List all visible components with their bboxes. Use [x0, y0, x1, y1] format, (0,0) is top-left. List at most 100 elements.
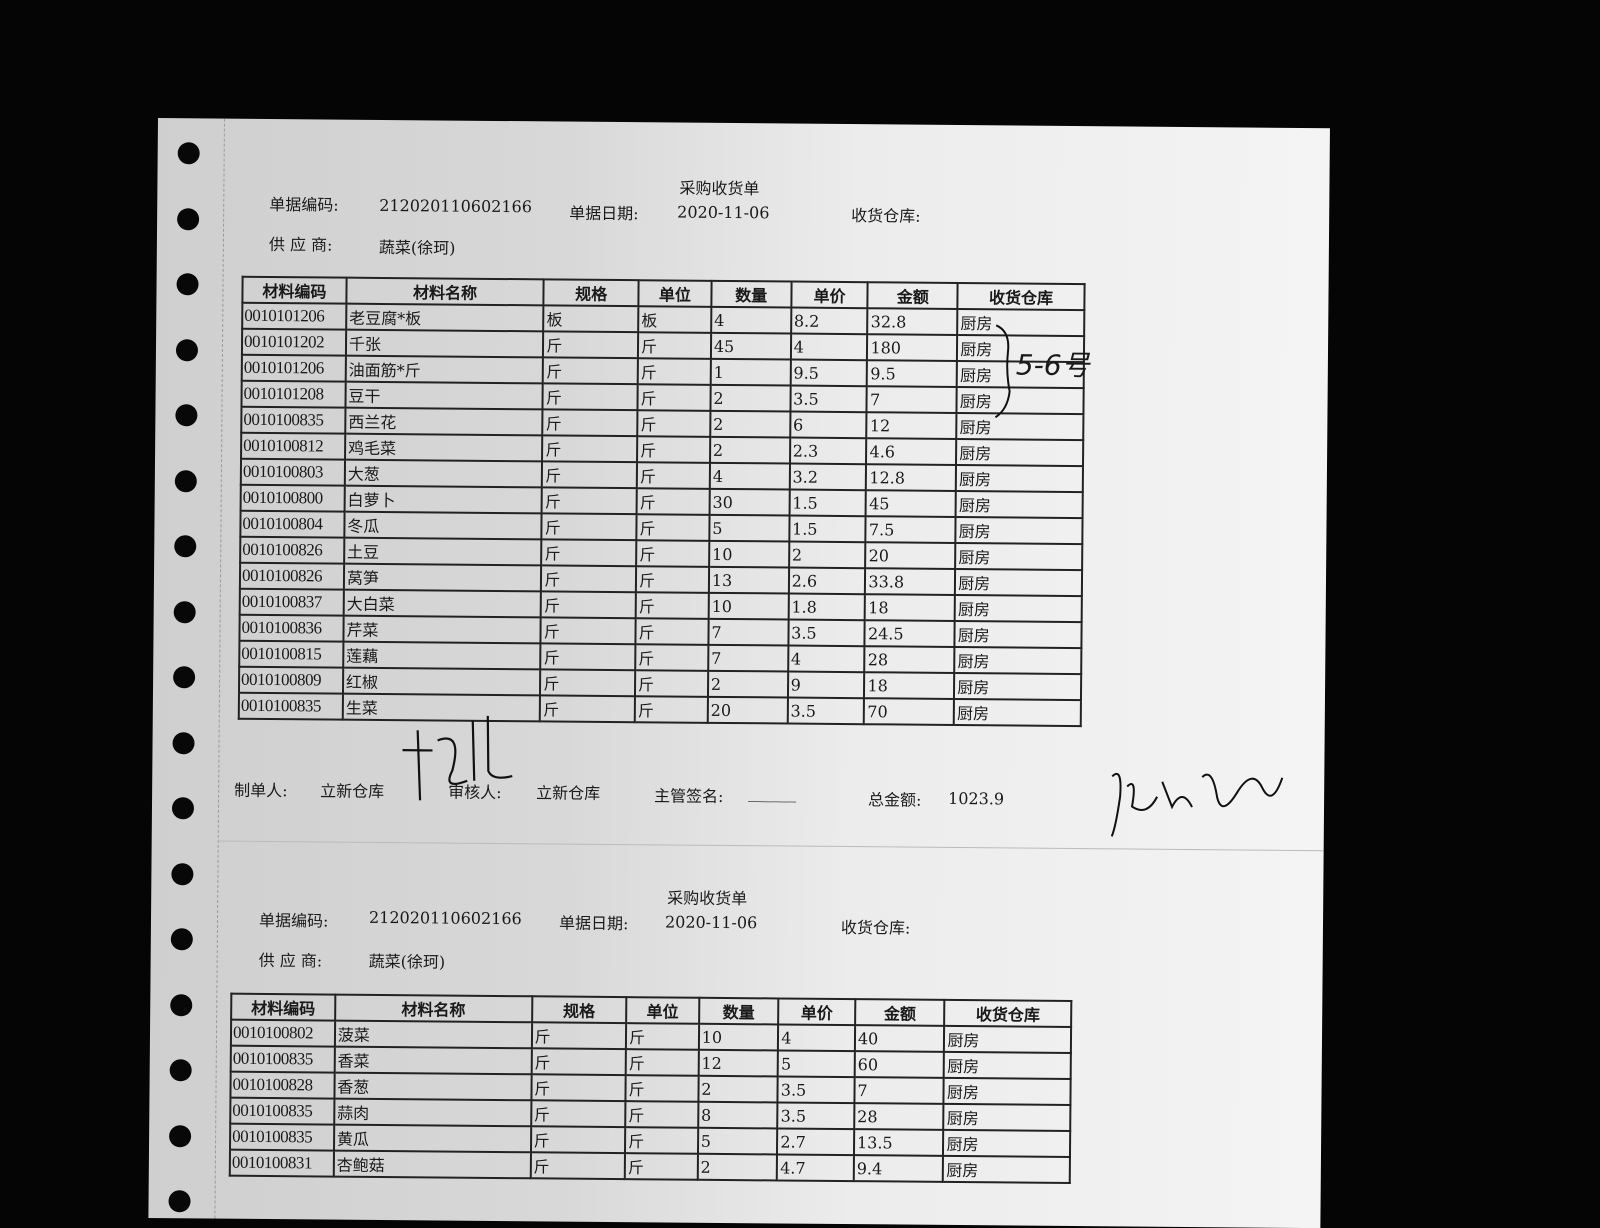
cell-warehouse: 厨房 [955, 490, 1083, 519]
handwritten-note: 5-6号 [1015, 348, 1090, 383]
feed-hole [170, 993, 193, 1016]
cell-unit: 斤 [635, 592, 709, 619]
supplier: 蔬菜(徐珂) [368, 951, 446, 972]
cell-quantity: 20 [707, 696, 788, 724]
cell-warehouse: 厨房 [943, 1155, 1070, 1183]
feed-hole [171, 862, 194, 885]
cell-material-code: 0010100837 [239, 588, 344, 616]
date-label: 单据日期: [558, 913, 629, 934]
cell-amount: 60 [854, 1051, 945, 1078]
date: 2020-11-06 [677, 202, 770, 223]
cell-spec: 斤 [530, 1126, 626, 1154]
feed-hole [169, 1059, 192, 1082]
cell-warehouse: 厨房 [943, 1129, 1071, 1157]
cell-warehouse: 厨房 [943, 1103, 1071, 1131]
cell-quantity: 2 [697, 1153, 778, 1181]
cell-amount: 18 [864, 672, 955, 699]
cell-amount: 33.8 [865, 568, 956, 595]
cell-unit-price: 4.7 [777, 1154, 854, 1182]
feed-hole [173, 600, 196, 623]
cell-amount: 7 [854, 1077, 945, 1104]
cell-unit-price: 1.5 [788, 515, 867, 543]
feed-hole [174, 469, 197, 492]
cell-material-name: 冬瓜 [344, 511, 542, 540]
cell-unit-price: 4 [778, 1024, 856, 1052]
column-header-material-code: 材料编码 [231, 993, 336, 1021]
cell-unit: 斤 [637, 410, 711, 437]
cell-material-code: 0010100826 [240, 536, 345, 564]
cell-quantity: 4 [709, 462, 790, 490]
receipt-paper: 采购收货单 单据编码: 212020110602166 单据日期: 2020-1… [148, 118, 1330, 1228]
cell-quantity: 1 [710, 358, 791, 386]
cell-amount: 45 [866, 490, 957, 517]
cell-spec: 斤 [540, 669, 636, 697]
cell-unit: 斤 [636, 488, 710, 515]
supplier: 蔬菜(徐珂) [378, 237, 456, 258]
cell-unit: 斤 [625, 1049, 699, 1076]
cell-material-code: 0010100812 [241, 432, 346, 460]
column-header-amount: 金额 [867, 282, 958, 309]
tractor-feed-strip [148, 118, 225, 1219]
cell-unit-price: 8.2 [790, 307, 868, 335]
feed-hole [171, 797, 195, 820]
cell-unit: 斤 [625, 1127, 698, 1154]
cell-amount: 28 [864, 646, 955, 673]
cell-unit-price: 3.2 [789, 463, 867, 491]
cell-quantity: 10 [698, 1023, 779, 1051]
cell-amount: 12.8 [866, 464, 957, 491]
feed-hole [173, 666, 196, 689]
cell-material-name: 香葱 [334, 1072, 532, 1101]
cell-material-name: 大白菜 [343, 589, 542, 618]
cell-unit: 斤 [635, 566, 709, 593]
cell-material-name: 大葱 [344, 459, 543, 488]
cell-unit-price: 2.7 [777, 1128, 855, 1156]
cell-unit-price: 9 [787, 671, 865, 699]
cell-unit-price: 2 [788, 541, 866, 569]
cell-material-code: 0010100800 [240, 484, 345, 512]
total-amount: 1023.9 [948, 788, 1005, 809]
cell-unit-price: 1.5 [789, 489, 867, 517]
cell-unit-price: 6 [789, 411, 867, 439]
cell-material-code: 0010100831 [229, 1149, 334, 1177]
cell-unit-price: 3.5 [777, 1102, 855, 1130]
cell-unit: 斤 [636, 540, 710, 567]
cell-unit-price: 4 [787, 645, 865, 673]
feed-hole [172, 731, 195, 754]
cell-quantity: 2 [709, 436, 790, 464]
cell-material-code: 0010100828 [230, 1071, 335, 1099]
cell-quantity: 8 [697, 1101, 778, 1129]
cell-amount: 9.5 [867, 360, 958, 387]
cell-warehouse: 厨房 [954, 594, 1082, 623]
cell-warehouse: 厨房 [944, 1051, 1071, 1080]
column-header-unit: 单位 [626, 997, 700, 1024]
items-table: 材料编码 材料名称 规格 单位 数量 单价 金额 收货仓库 0010101206 老豆腐*板板板 4… [238, 276, 1086, 727]
feed-hole [174, 535, 197, 558]
column-header-material-name: 材料名称 [334, 994, 532, 1023]
cell-quantity: 10 [708, 592, 789, 620]
cell-amount: 70 [864, 698, 955, 725]
form-title: 采购收货单 [667, 888, 748, 909]
cell-amount: 180 [867, 334, 958, 361]
cell-amount: 32.8 [867, 308, 958, 335]
cell-material-name: 白萝卜 [344, 485, 543, 514]
cell-material-name: 鸡毛菜 [344, 433, 543, 462]
maker-label: 制单人: [234, 780, 288, 801]
cell-material-name: 千张 [345, 329, 544, 358]
cell-unit: 斤 [635, 618, 709, 645]
feed-hole [169, 1124, 192, 1147]
cell-quantity: 5 [697, 1127, 778, 1155]
cell-quantity: 2 [710, 384, 791, 412]
cell-spec: 斤 [542, 461, 638, 489]
cell-material-code: 0010101206 [242, 302, 347, 330]
feed-hole [175, 338, 199, 361]
column-header-unit-price: 单价 [791, 281, 869, 309]
cell-unit-price: 9.5 [790, 359, 868, 387]
feed-hole [177, 142, 200, 165]
cell-material-name: 豆干 [345, 381, 544, 410]
cell-unit-price: 3.5 [788, 619, 866, 647]
cell-unit: 斤 [637, 358, 711, 385]
cell-amount: 7 [866, 386, 957, 413]
cell-spec: 斤 [540, 695, 636, 723]
supervisor-label: 主管签名: [654, 786, 724, 806]
cell-amount: 18 [865, 594, 956, 621]
